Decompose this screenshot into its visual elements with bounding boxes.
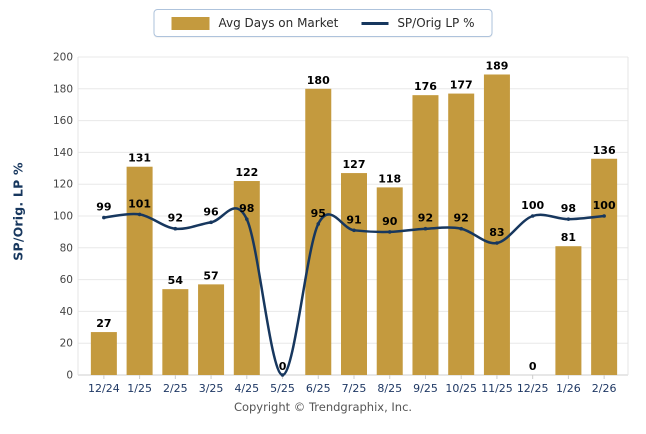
y-tick-label: 20 [60, 338, 73, 350]
line-point [280, 373, 285, 377]
bar [376, 187, 403, 375]
x-tick-label: 9/25 [413, 382, 438, 395]
bar [341, 173, 367, 375]
bar-value-label: 54 [168, 274, 184, 287]
chart-legend: Avg Days on Market SP/Orig LP % [153, 9, 493, 37]
line-series-swatch [361, 21, 389, 25]
bar [162, 289, 189, 375]
x-tick-label: 7/25 [342, 382, 367, 395]
bar-value-label: 81 [561, 231, 576, 244]
x-tick-label: 1/25 [127, 382, 152, 395]
bar-value-label: 122 [235, 166, 258, 179]
bar-value-label: 0 [529, 360, 537, 373]
bar [305, 88, 332, 376]
bar-value-label: 177 [450, 79, 473, 92]
bar [483, 74, 510, 376]
y-tick-label: 140 [53, 147, 73, 159]
line-point [602, 214, 606, 218]
sp-orig-lp-line [102, 207, 606, 377]
bar-value-label: 136 [593, 144, 616, 157]
line-value-label: 83 [489, 226, 504, 239]
y-tick-label: 0 [66, 370, 73, 382]
line-value-label: 98 [561, 202, 576, 215]
line-point [209, 220, 213, 225]
y-tick-label: 160 [53, 115, 73, 127]
bar [90, 332, 117, 375]
bar-series-swatch [171, 16, 210, 30]
line-series-legend-label: SP/Orig LP % [397, 16, 475, 30]
line-point [137, 212, 142, 217]
line-point [245, 217, 249, 221]
line-point [530, 214, 535, 218]
bar [198, 284, 225, 375]
line-value-label: 92 [454, 212, 469, 225]
y-tick-label: 180 [53, 83, 73, 95]
x-tick-label: 1/26 [556, 382, 581, 395]
line-point [352, 228, 356, 233]
bar-value-label: 176 [414, 80, 437, 93]
line-point [566, 217, 571, 221]
x-tick-label: 10/25 [445, 382, 477, 395]
bar-value-label: 27 [96, 317, 111, 330]
x-tick-label: 2/26 [592, 382, 617, 395]
x-tick-label: 12/25 [517, 382, 549, 395]
line-value-label: 92 [418, 212, 433, 225]
line-value-label: 91 [346, 213, 361, 226]
x-tick-label: 3/25 [199, 382, 224, 395]
bar [555, 246, 582, 375]
line-point [316, 222, 321, 226]
y-tick-label: 80 [60, 242, 73, 254]
line-value-label: 96 [203, 205, 219, 218]
line-point [102, 215, 106, 220]
x-tick-label: 6/25 [306, 382, 331, 395]
line-value-label: 99 [96, 201, 111, 214]
line-value-label: 100 [521, 199, 544, 212]
bar [591, 158, 618, 375]
bar-value-label: 180 [307, 74, 330, 87]
line-value-label: 98 [239, 202, 254, 215]
y-axis-title: SP/Orig. LP % [10, 162, 26, 261]
line-point [387, 230, 392, 234]
bar [233, 181, 260, 375]
x-tick-label: 11/25 [481, 382, 513, 395]
y-tick-label: 200 [53, 52, 73, 64]
y-tick-label: 40 [60, 306, 73, 318]
x-tick-label: 4/25 [234, 382, 259, 395]
x-tick-label: 5/25 [270, 382, 295, 395]
y-tick-label: 100 [53, 211, 73, 223]
x-tick-label: 8/25 [377, 382, 402, 395]
line-value-label: 92 [168, 212, 183, 225]
bar [126, 166, 153, 375]
bar-value-label: 57 [203, 269, 218, 282]
y-tick-label: 120 [53, 179, 73, 191]
bar-series-legend-label: Avg Days on Market [218, 16, 339, 30]
line-point [495, 241, 499, 245]
x-tick-label: 12/24 [88, 382, 120, 395]
bar-value-label: 131 [128, 152, 151, 165]
x-tick-label: 2/25 [163, 382, 188, 395]
bar [448, 93, 475, 375]
y-tick-label: 60 [60, 274, 73, 286]
line-value-label: 95 [311, 207, 326, 220]
bar-value-label: 189 [485, 59, 508, 72]
copyright-text: Copyright © Trendgraphix, Inc. [233, 400, 413, 414]
line-value-label: 100 [593, 199, 616, 212]
bar-value-label: 118 [378, 172, 401, 185]
line-point [459, 226, 464, 231]
line-value-label: 90 [382, 215, 398, 228]
line-value-label: 101 [128, 197, 151, 210]
bar [412, 95, 439, 375]
bar-value-label: 0 [279, 360, 287, 373]
line-point [423, 226, 428, 231]
bar-value-label: 127 [343, 158, 366, 171]
line-point [173, 226, 178, 231]
